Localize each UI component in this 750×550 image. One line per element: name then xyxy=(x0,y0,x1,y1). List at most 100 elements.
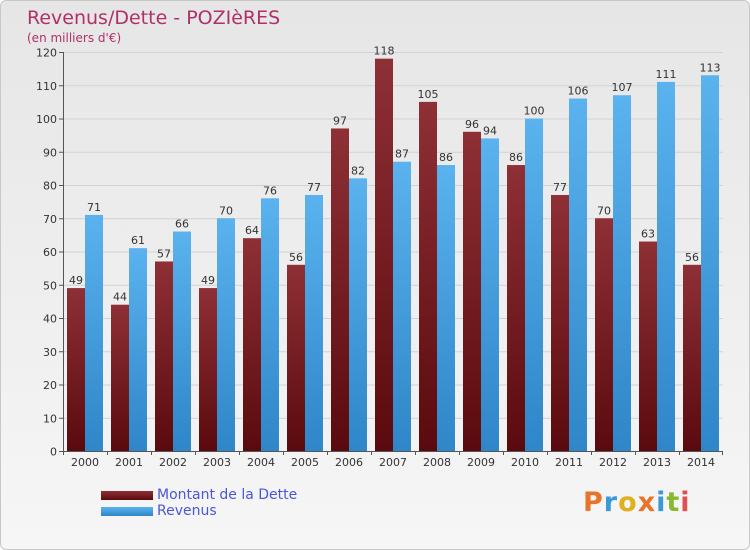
value-label-debt: 49 xyxy=(69,274,83,287)
x-tick-label: 2005 xyxy=(291,456,319,469)
bar-revenus xyxy=(129,248,147,451)
bar-debt xyxy=(331,128,349,451)
x-tick-label: 2011 xyxy=(555,456,583,469)
bar-debt xyxy=(375,58,393,452)
bar-revenus xyxy=(393,161,411,451)
x-axis: 2000 2001 2002 2003 2004 2005 2006 2007 2008 2009… xyxy=(63,451,723,469)
x-tick-label: 2000 xyxy=(71,456,99,469)
y-tick-label: 10 xyxy=(43,412,57,425)
value-label-revenus: 100 xyxy=(524,105,545,118)
bar-debt xyxy=(243,238,261,451)
y-tick-label: 50 xyxy=(43,279,57,292)
x-tick-label: 2012 xyxy=(599,456,627,469)
bar-debt xyxy=(507,165,525,452)
y-axis: 0 10 20 30 40 50 60 70 80 90 100 110 120 xyxy=(36,47,64,459)
value-label-debt: 96 xyxy=(465,118,479,131)
x-tick-label: 2009 xyxy=(467,456,495,469)
value-label-debt: 64 xyxy=(245,224,259,237)
value-label-debt: 86 xyxy=(509,151,523,164)
value-label-revenus: 94 xyxy=(483,124,497,137)
x-tick-label: 2003 xyxy=(203,456,231,469)
bar-debt xyxy=(683,264,701,451)
legend: Montant de la Dette Revenus xyxy=(101,487,297,519)
bar-revenus xyxy=(525,118,543,451)
value-label-debt: 49 xyxy=(201,274,215,287)
bar-revenus xyxy=(85,214,103,451)
value-label-revenus: 71 xyxy=(87,201,101,214)
bar-revenus xyxy=(217,218,235,451)
y-tick-label: 120 xyxy=(36,47,57,60)
value-label-debt: 118 xyxy=(374,45,395,58)
value-label-revenus: 87 xyxy=(395,148,409,161)
value-label-revenus: 70 xyxy=(219,204,233,217)
legend-swatch-revenus xyxy=(101,506,153,516)
value-label-debt: 44 xyxy=(113,291,127,304)
logo-letter: P xyxy=(583,487,604,518)
bar-debt xyxy=(463,131,481,452)
value-label-revenus: 77 xyxy=(307,181,321,194)
x-tick-label: 2013 xyxy=(643,456,671,469)
bar-debt xyxy=(199,288,217,451)
value-label-revenus: 82 xyxy=(351,164,365,177)
value-label-debt: 105 xyxy=(418,88,439,101)
x-tick-label: 2014 xyxy=(687,456,715,469)
y-tick-label: 100 xyxy=(36,113,57,126)
bar-revenus xyxy=(701,75,719,452)
x-tick-label: 2001 xyxy=(115,456,143,469)
value-label-debt: 97 xyxy=(333,114,347,127)
chart-title: Revenus/Dette - POZIèRES xyxy=(27,7,281,29)
bar-revenus xyxy=(569,98,587,452)
bar-revenus xyxy=(349,178,367,451)
logo-letter: r xyxy=(603,487,619,518)
legend-label-debt: Montant de la Dette xyxy=(157,487,298,503)
bar-revenus xyxy=(613,95,631,451)
bars xyxy=(67,58,719,452)
x-tick-label: 2007 xyxy=(379,456,407,469)
y-tick-label: 110 xyxy=(36,80,57,93)
y-tick-label: 90 xyxy=(43,146,57,159)
bar-revenus xyxy=(481,138,499,451)
bar-revenus xyxy=(173,231,191,451)
value-label-debt: 56 xyxy=(289,251,303,264)
y-tick-label: 30 xyxy=(43,346,57,359)
logo-letter: t xyxy=(666,487,681,518)
bar-debt xyxy=(111,304,129,451)
x-tick-label: 2004 xyxy=(247,456,275,469)
value-label-revenus: 113 xyxy=(700,61,721,74)
x-tick-label: 2002 xyxy=(159,456,187,469)
bar-debt xyxy=(639,241,657,451)
value-label-debt: 56 xyxy=(685,251,699,264)
logo-letter: i xyxy=(656,487,667,518)
value-label-revenus: 86 xyxy=(439,151,453,164)
bar-revenus xyxy=(261,198,279,451)
y-tick-label: 40 xyxy=(43,313,57,326)
value-label-debt: 63 xyxy=(641,228,655,241)
value-label-debt: 70 xyxy=(597,204,611,217)
y-tick-label: 70 xyxy=(43,213,57,226)
proxiti-logo: Proxiti xyxy=(583,487,691,518)
legend-label-revenus: Revenus xyxy=(157,503,217,519)
x-tick-label: 2008 xyxy=(423,456,451,469)
legend-swatch-debt xyxy=(101,490,153,500)
bar-revenus xyxy=(437,165,455,452)
logo-letter: o xyxy=(618,487,638,518)
x-tick-label: 2006 xyxy=(335,456,363,469)
bar-debt xyxy=(551,194,569,451)
value-label-debt: 57 xyxy=(157,247,171,260)
logo-letter: i xyxy=(680,487,691,518)
bar-debt xyxy=(67,288,85,451)
value-label-revenus: 107 xyxy=(612,81,633,94)
bar-debt xyxy=(155,261,173,451)
value-label-debt: 77 xyxy=(553,181,567,194)
bar-debt xyxy=(287,264,305,451)
bar-revenus xyxy=(657,81,675,452)
x-tick-label: 2010 xyxy=(511,456,539,469)
legend-item-revenus: Revenus xyxy=(101,503,297,519)
y-tick-label: 60 xyxy=(43,246,57,259)
y-tick-label: 20 xyxy=(43,379,57,392)
logo-letter: x xyxy=(637,487,657,518)
bar-debt xyxy=(595,218,613,451)
value-label-revenus: 76 xyxy=(263,184,277,197)
bar-revenus xyxy=(305,194,323,451)
